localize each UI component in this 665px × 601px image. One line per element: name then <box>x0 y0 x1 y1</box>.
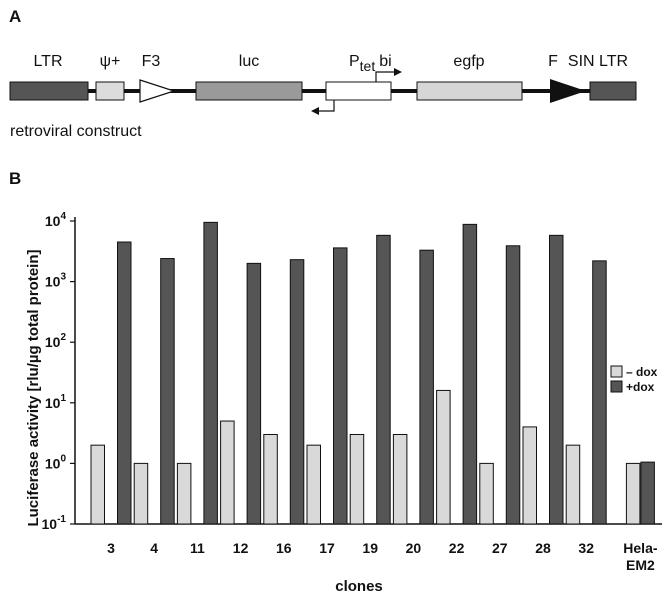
bar-minus-dox <box>522 426 537 525</box>
x-axis-title: clones <box>335 578 383 595</box>
legend: – dox+dox <box>610 365 658 394</box>
x-tick-label: Hela- <box>623 540 658 556</box>
y-tick-label: 10-1 <box>42 514 67 532</box>
bar-plus-dox <box>333 247 348 525</box>
promoter-arrow-left <box>318 100 335 112</box>
y-axis-title: Luciferase activity [rlu/µg total protei… <box>25 249 42 526</box>
x-tick-label: EM2 <box>626 557 655 573</box>
promoter-arrow-right <box>375 71 396 82</box>
x-axis-ticks: 3 4 11 12 16 17 19 20 22 27 28 32 Hela-EM2 <box>107 540 658 573</box>
x-tick-label: 32 <box>578 540 594 556</box>
bar-plus-dox <box>289 259 305 525</box>
bars <box>90 221 655 525</box>
bar-plus-dox <box>117 241 132 525</box>
bar-minus-dox <box>90 444 105 525</box>
x-tick-label: 17 <box>319 540 335 556</box>
bar-plus-dox <box>592 260 607 525</box>
construct-label: SIN LTR <box>568 53 628 70</box>
bar-minus-dox <box>263 433 278 525</box>
bar-minus-dox <box>436 389 451 525</box>
bar-plus-dox <box>462 223 478 525</box>
panel-b-luciferase-chart: B 10-1 100 101 102 103 104 3 4 11 12 16 17 19 20 22 27… <box>9 169 662 595</box>
bar-plus-dox <box>505 245 521 525</box>
bar-minus-dox <box>176 462 192 525</box>
bar-plus-dox <box>376 234 391 525</box>
x-tick-label: 3 <box>107 540 115 556</box>
x-tick-label: 16 <box>276 540 292 556</box>
x-tick-label: 19 <box>362 540 378 556</box>
construct-label: luc <box>239 53 259 70</box>
x-tick-label: 28 <box>535 540 551 556</box>
y-tick-label: 104 <box>45 211 67 229</box>
construct-element-box <box>325 81 392 101</box>
panel-b-letter: B <box>9 169 21 188</box>
legend-swatch-minus-dox <box>610 365 623 378</box>
construct-label: ψ+ <box>100 53 121 70</box>
x-tick-label: 27 <box>492 540 508 556</box>
construct-element-box <box>589 81 637 101</box>
x-tick-label: 20 <box>406 540 422 556</box>
y-tick-label: 100 <box>45 453 67 471</box>
bar-plus-dox <box>160 258 175 525</box>
construct-label: F <box>548 53 558 70</box>
bar-minus-dox <box>133 462 149 525</box>
frt3-site-triangle <box>139 79 176 103</box>
bar-minus-dox <box>625 462 641 525</box>
construct-label: F3 <box>142 53 161 70</box>
construct-label: Ptet bi <box>349 53 392 74</box>
legend-label-minus-dox: – dox <box>626 365 658 379</box>
promoter-arrowhead-left <box>311 107 319 115</box>
panel-a-letter: A <box>9 7 21 26</box>
construct-label: LTR <box>33 53 62 70</box>
y-tick-label: 102 <box>45 332 67 350</box>
y-axis-ticks: 10-1 100 101 102 103 104 <box>42 211 75 532</box>
x-tick-label: 22 <box>449 540 465 556</box>
panel-a-construct-diagram: A LTR ψ+ F3 luc Ptet bi egfp F SIN LTR retrovira… <box>9 7 637 140</box>
bar-plus-dox <box>203 221 218 525</box>
legend-swatch-plus-dox <box>610 380 623 393</box>
bar-plus-dox <box>419 249 434 525</box>
construct-element-box <box>9 81 89 101</box>
bar-plus-dox <box>640 461 655 525</box>
bar-minus-dox <box>306 444 321 525</box>
bar-minus-dox <box>349 433 365 525</box>
legend-label-plus-dox: +dox <box>626 380 655 394</box>
x-tick-label: 11 <box>190 540 205 556</box>
bar-minus-dox <box>479 462 494 525</box>
promoter-arrowhead-right <box>394 68 402 76</box>
bar-plus-dox <box>549 234 564 525</box>
y-tick-label: 101 <box>45 393 67 411</box>
bar-minus-dox <box>220 420 235 525</box>
bar-minus-dox <box>565 444 581 525</box>
bar-minus-dox <box>392 433 408 525</box>
construct-element-box <box>416 81 523 101</box>
construct-caption: retroviral construct <box>10 123 142 140</box>
x-tick-label: 12 <box>233 540 249 556</box>
frt-site-triangle <box>550 79 586 103</box>
x-tick-label: 4 <box>150 540 158 556</box>
y-tick-label: 103 <box>45 272 67 290</box>
construct-label: egfp <box>453 53 484 70</box>
construct-element-box <box>95 81 125 101</box>
construct-element-box <box>195 81 303 101</box>
bar-plus-dox <box>246 262 262 525</box>
